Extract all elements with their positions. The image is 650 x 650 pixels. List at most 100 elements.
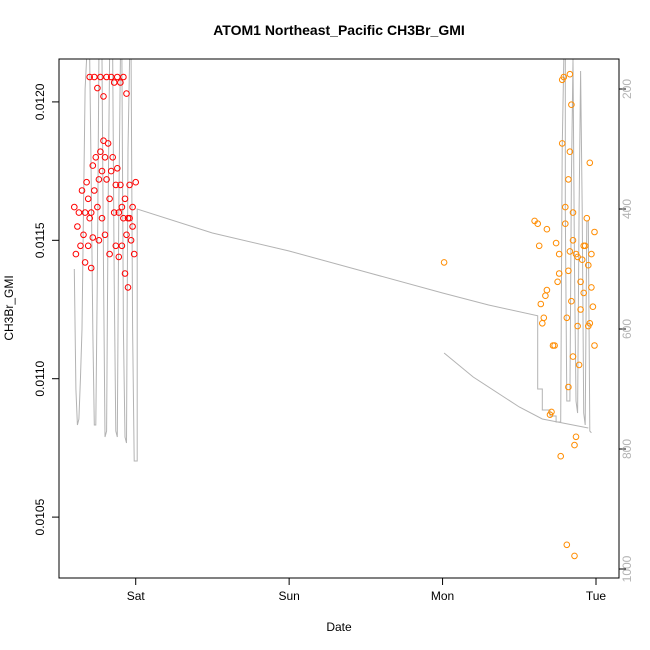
y2-tick-label: 600 — [620, 319, 634, 339]
y-tick-label: 0.0120 — [33, 83, 47, 120]
data-point-flight-1 — [114, 165, 121, 172]
y2-tick-label: 400 — [620, 199, 634, 219]
data-point-flight-1 — [104, 140, 112, 147]
data-point-flight-1 — [118, 203, 126, 211]
data-point-flight-1 — [78, 187, 86, 194]
data-point-flight-1 — [95, 237, 103, 244]
data-point-flight-2 — [566, 148, 574, 155]
data-point-flight-2 — [557, 452, 565, 460]
pressure-trace-1 — [73, 58, 592, 462]
data-point-flight-2 — [583, 214, 591, 222]
data-point-flight-2 — [588, 250, 595, 258]
data-point-flight-1 — [120, 73, 127, 81]
data-point-flight-2 — [562, 203, 569, 211]
data-point-flight-1 — [129, 203, 136, 211]
y2-tick-label: 200 — [620, 79, 634, 99]
data-point-flight-1 — [117, 181, 124, 189]
data-point-flight-1 — [89, 234, 97, 241]
x-tick-label: Tue — [586, 589, 607, 603]
data-point-flight-1 — [81, 259, 89, 266]
data-point-flight-2 — [577, 306, 584, 313]
data-point-flight-1 — [80, 231, 87, 239]
chart-title: ATOM1 Northeast_Pacific CH3Br_GMI — [213, 22, 465, 38]
data-point-flight-2 — [555, 250, 563, 258]
data-point-flight-2 — [548, 408, 555, 416]
data-point-flight-1 — [103, 73, 110, 81]
plot-frame — [58, 58, 620, 579]
data-point-flight-2 — [574, 322, 581, 330]
data-point-flight-1 — [107, 73, 115, 81]
data-point-flight-1 — [77, 242, 84, 250]
data-point-flight-1 — [115, 209, 123, 216]
data-point-flight-1 — [89, 162, 97, 169]
data-point-flight-1 — [103, 176, 110, 183]
data-point-flight-1 — [71, 203, 78, 211]
data-point-flight-1 — [132, 178, 139, 186]
data-point-flight-1 — [101, 154, 109, 161]
data-point-flight-2 — [562, 220, 569, 227]
data-point-flight-2 — [563, 314, 571, 322]
data-point-flight-1 — [112, 181, 120, 189]
y-axis-label: CH3Br_GMI — [2, 275, 16, 340]
data-point-flight-1 — [126, 181, 133, 189]
data-point-flight-2 — [574, 253, 581, 261]
data-point-flight-2 — [537, 300, 545, 308]
data-point-flight-1 — [83, 178, 90, 186]
data-point-flight-1 — [120, 214, 127, 222]
data-point-flight-1 — [95, 176, 103, 183]
y-tick-label: 0.0115 — [33, 222, 47, 258]
data-point-flight-1 — [91, 187, 98, 194]
data-point-flight-1 — [84, 242, 92, 250]
data-point-flight-2 — [565, 176, 572, 183]
data-point-flight-1 — [100, 93, 107, 100]
data-point-flight-1 — [86, 73, 93, 81]
data-point-flight-2 — [591, 342, 598, 349]
data-point-flight-1 — [118, 242, 126, 250]
data-point-flight-1 — [94, 84, 101, 92]
data-point-flight-1 — [117, 79, 124, 86]
data-point-flight-2 — [586, 320, 594, 327]
data-point-flight-1 — [87, 264, 95, 272]
data-point-flight-2 — [539, 320, 546, 327]
data-point-flight-1 — [112, 242, 120, 250]
data-point-flight-2 — [535, 242, 543, 250]
data-point-flight-2 — [534, 220, 542, 227]
data-point-flight-1 — [106, 195, 113, 203]
data-point-flight-1 — [126, 214, 133, 222]
data-point-flight-2 — [575, 361, 583, 369]
data-point-flight-1 — [124, 284, 132, 291]
data-point-flight-2 — [580, 289, 588, 297]
x-tick-label: Sun — [278, 589, 299, 603]
data-point-flight-1 — [92, 154, 100, 161]
x-axis-label: Date — [326, 620, 352, 634]
data-point-flight-2 — [568, 101, 575, 108]
data-point-flight-2 — [558, 140, 566, 147]
data-point-flight-1 — [107, 167, 115, 175]
data-point-flight-2 — [571, 552, 578, 560]
data-point-flight-2 — [580, 242, 588, 250]
data-point-flight-1 — [130, 250, 138, 258]
y2-tick-label: 1000 — [620, 555, 634, 582]
data-point-flight-2 — [440, 259, 448, 266]
data-point-flight-2 — [589, 303, 597, 311]
data-point-flight-2 — [566, 248, 574, 255]
data-point-flight-1 — [110, 79, 118, 86]
data-point-flight-1 — [129, 223, 136, 230]
pressure-trace-2 — [443, 352, 589, 429]
data-point-flight-1 — [91, 73, 98, 81]
data-point-flight-2 — [554, 278, 561, 286]
data-point-flight-2 — [558, 76, 566, 84]
data-point-flight-1 — [98, 214, 106, 222]
data-point-flight-2 — [577, 278, 584, 286]
data-point-flight-2 — [551, 342, 558, 349]
data-point-flight-2 — [552, 239, 560, 247]
data-point-flight-2 — [565, 267, 572, 275]
data-point-flight-1 — [109, 154, 116, 161]
data-point-flight-2 — [588, 284, 595, 291]
data-point-flight-2 — [569, 353, 577, 360]
data-point-flight-1 — [97, 148, 104, 155]
data-point-flight-2 — [569, 209, 577, 216]
y-tick-label: 0.0105 — [33, 498, 47, 535]
data-point-flight-1 — [72, 250, 80, 258]
